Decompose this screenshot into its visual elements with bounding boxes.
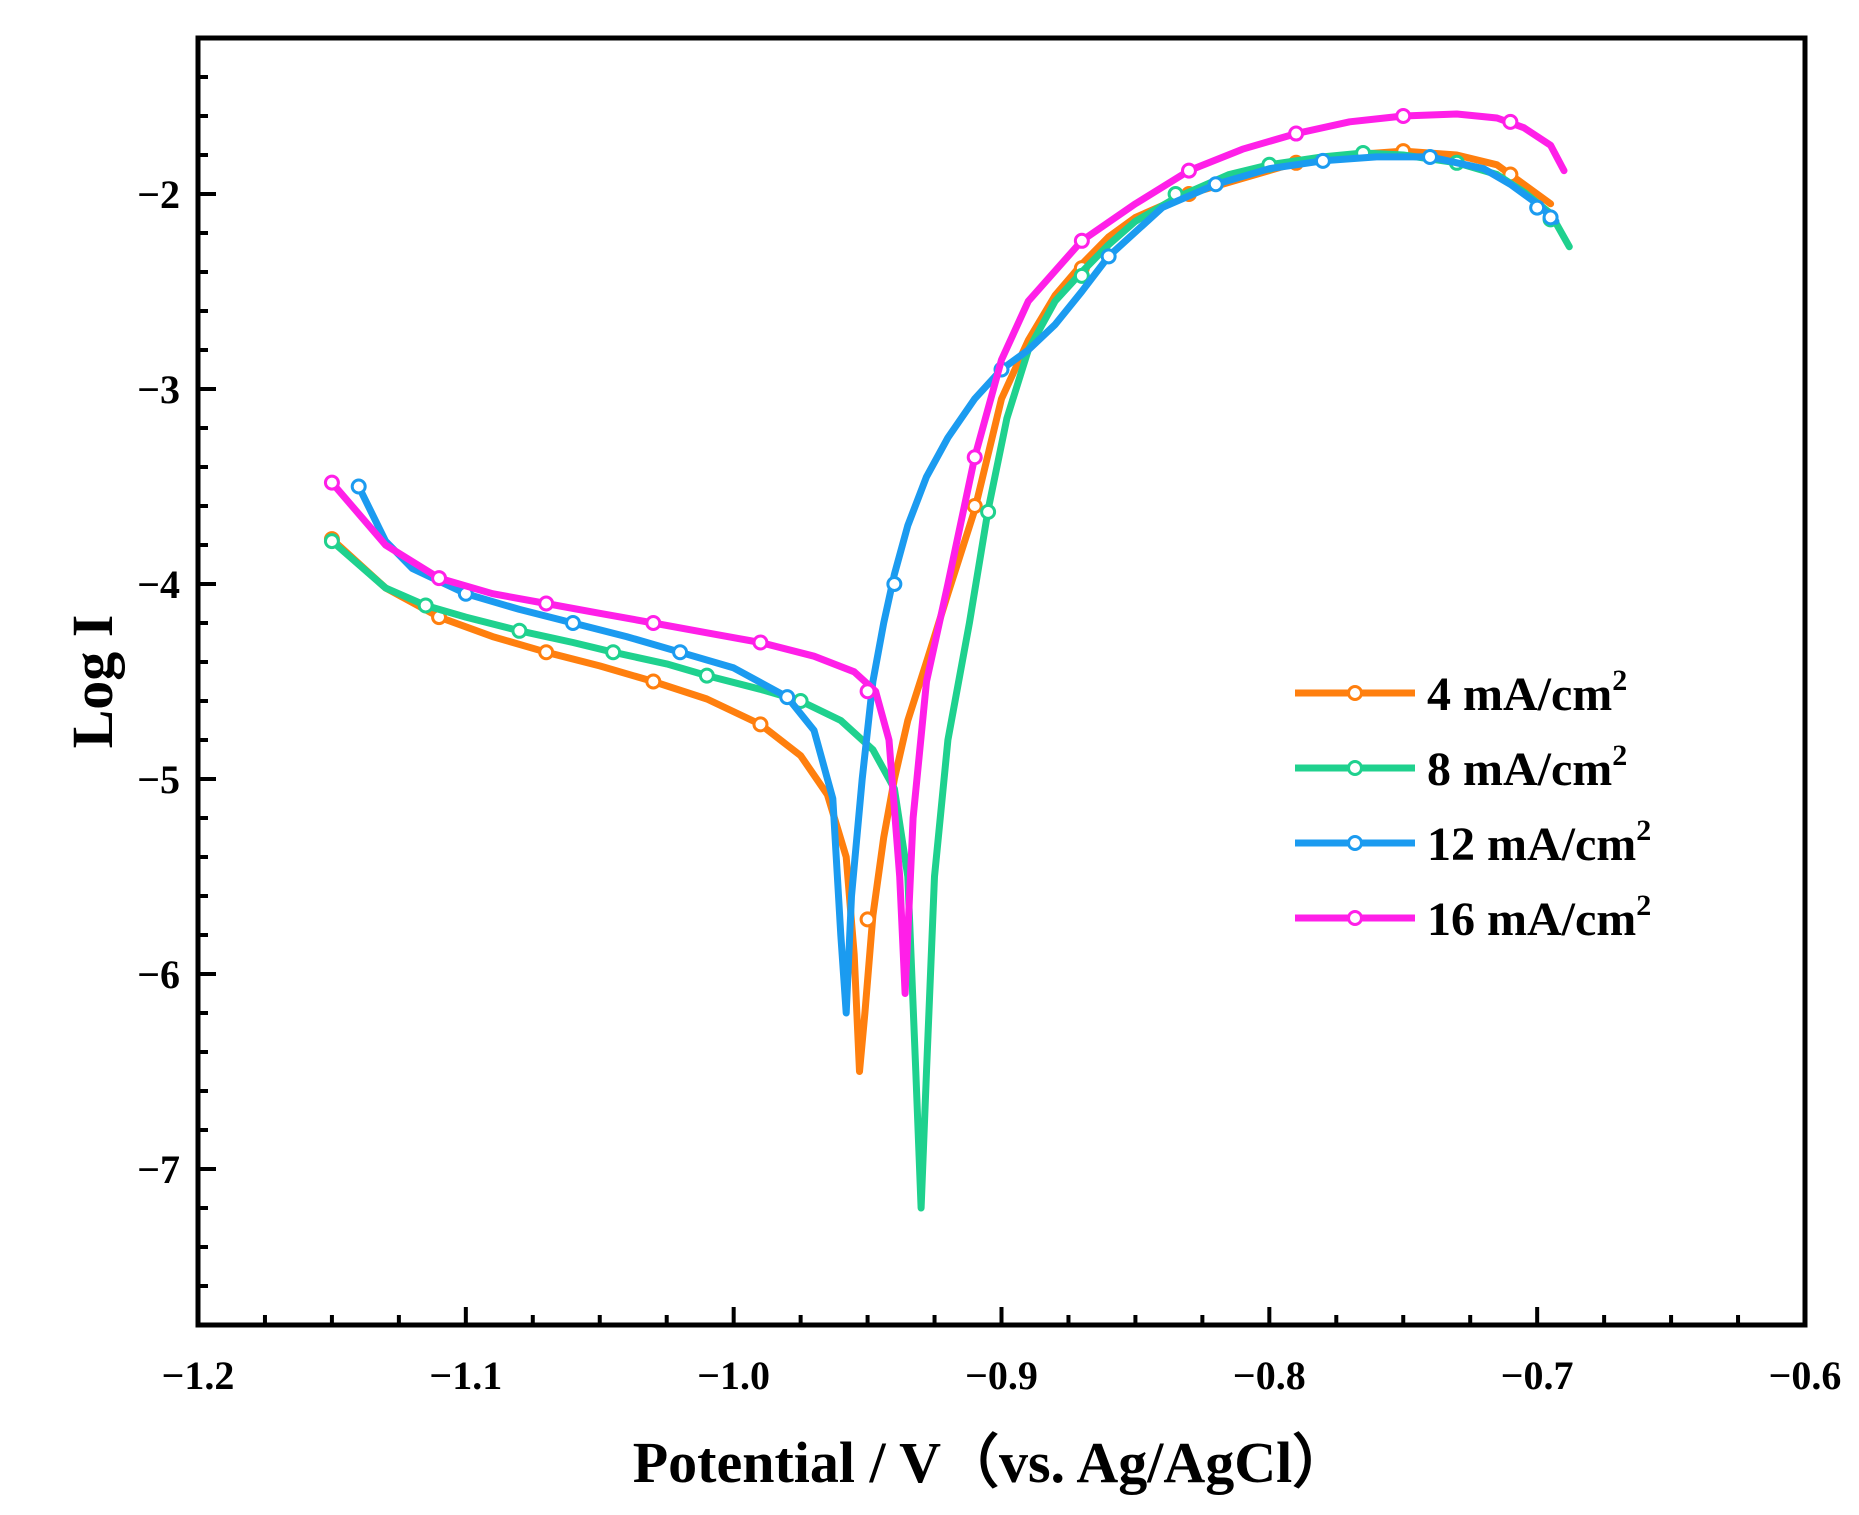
legend-label-text: 12 mA/cm	[1427, 818, 1636, 871]
data-point	[605, 644, 622, 661]
data-point	[538, 595, 555, 612]
data-point	[511, 622, 528, 639]
legend-label-superscript: 2	[1612, 739, 1627, 772]
data-point	[980, 503, 997, 520]
legend-item: 16 mA/cm2	[1295, 889, 1651, 946]
data-point	[966, 449, 983, 466]
data-point	[752, 716, 769, 733]
x-axis: −1.2 −1.1 −1.0 −0.9 −0.8 −0.7 −0.6	[162, 1307, 1842, 1398]
data-point	[859, 683, 876, 700]
y-tick-label: −6	[137, 952, 180, 997]
legend-marker	[1347, 760, 1363, 776]
legend-label-superscript: 2	[1612, 664, 1627, 697]
y-tick-label: −2	[137, 172, 180, 217]
x-tick-label: −0.6	[1769, 1353, 1842, 1398]
data-point	[645, 615, 662, 631]
data-point	[698, 667, 715, 684]
legend-label-superscript: 2	[1636, 814, 1651, 847]
y-axis: −7 −6 −5 −4 −3 −2	[137, 36, 216, 1327]
data-point	[564, 615, 581, 631]
series-line	[328, 149, 1573, 1212]
data-point	[431, 570, 448, 587]
legend-item: 8 mA/cm2	[1295, 739, 1627, 796]
y-tick-label: −7	[137, 1147, 180, 1192]
x-tick-label: −1.1	[429, 1353, 502, 1398]
data-point	[672, 644, 689, 661]
series-line	[355, 153, 1560, 1017]
data-point	[1395, 108, 1412, 124]
legend-item: 12 mA/cm2	[1295, 814, 1651, 871]
data-point	[1073, 267, 1090, 284]
series-2	[323, 145, 1573, 1212]
x-tick-label: −0.7	[1501, 1353, 1574, 1398]
legend-label: 16 mA/cm2	[1427, 889, 1651, 946]
x-axis-title: Potential / V（vs. Ag/AgCl）	[633, 1430, 1351, 1495]
series-layer	[323, 108, 1573, 1212]
data-point	[886, 576, 903, 592]
y-tick-label: −5	[137, 757, 180, 802]
legend-marker	[1347, 685, 1363, 701]
data-point	[323, 474, 340, 491]
data-point	[1529, 199, 1546, 216]
y-tick-label: −3	[137, 367, 180, 412]
series-line	[328, 110, 1568, 997]
data-point	[323, 533, 340, 550]
data-point	[1207, 176, 1224, 193]
data-point	[1314, 152, 1331, 169]
data-point	[1502, 113, 1519, 130]
legend-label-text: 8 mA/cm	[1427, 743, 1612, 796]
data-point	[779, 689, 796, 706]
legend-label: 12 mA/cm2	[1427, 814, 1651, 871]
data-point	[350, 478, 367, 495]
legend-label-superscript: 2	[1636, 889, 1651, 922]
legend-marker	[1347, 910, 1363, 926]
data-point	[859, 911, 876, 928]
data-point	[1073, 232, 1090, 249]
legend-label: 8 mA/cm2	[1427, 739, 1627, 796]
legend-item: 4 mA/cm2	[1295, 664, 1627, 721]
x-tick-label: −1.2	[162, 1353, 235, 1398]
legend-label: 4 mA/cm2	[1427, 664, 1627, 721]
data-point	[538, 644, 555, 661]
data-point	[1180, 162, 1197, 179]
y-tick-label: −4	[137, 562, 180, 607]
x-tick-label: −1.0	[697, 1353, 770, 1398]
x-tick-label: −0.9	[965, 1353, 1038, 1398]
data-point	[752, 634, 769, 651]
data-point	[645, 673, 662, 690]
data-point	[966, 498, 983, 514]
data-point	[1288, 125, 1305, 142]
legend-marker	[1347, 835, 1363, 851]
series-4	[323, 108, 1568, 997]
data-point	[417, 597, 434, 614]
data-point	[1542, 209, 1559, 226]
legend-label-text: 16 mA/cm	[1427, 893, 1636, 946]
legend-label-text: 4 mA/cm	[1427, 668, 1612, 721]
data-point	[1422, 148, 1439, 165]
data-point	[1100, 248, 1117, 265]
x-tick-label: −0.8	[1233, 1353, 1306, 1398]
y-axis-title: Log I	[60, 615, 125, 749]
